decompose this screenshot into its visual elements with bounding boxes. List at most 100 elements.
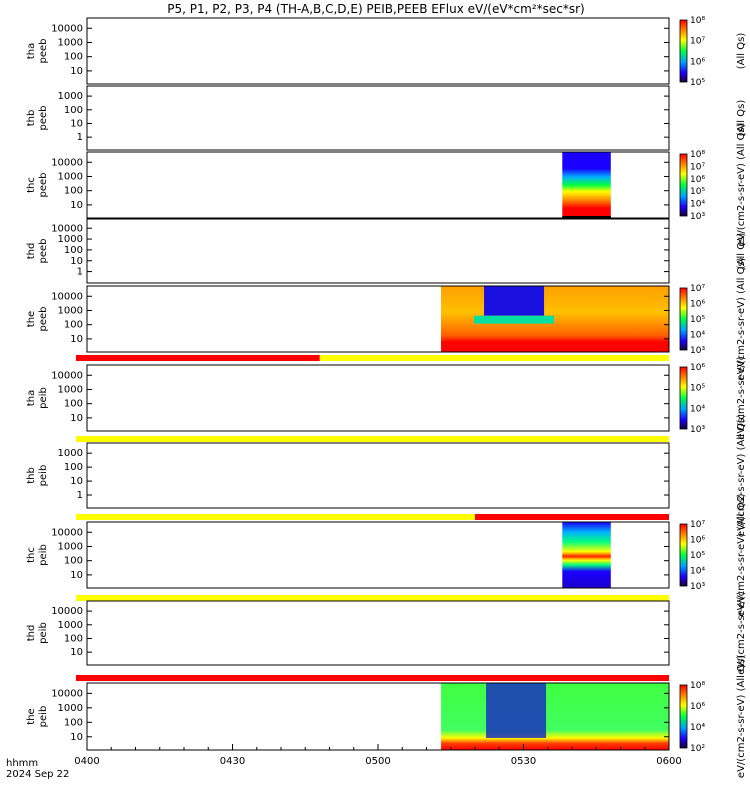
- y-tick-label: 10000: [51, 527, 83, 538]
- colorbar-tick-label: 10⁸: [690, 681, 705, 691]
- panel-thb_peeb: 1000 100 10 1 thb peeb (All Qs): [26, 85, 747, 151]
- colorbar-label: (All Qs): [736, 233, 747, 270]
- colorbar-tick-label: 10³: [690, 425, 705, 435]
- y-tick-label: 1000: [58, 37, 83, 48]
- colorbar-tick-label: 10⁶: [690, 57, 705, 67]
- instrument-label: peeb: [38, 39, 49, 64]
- gap-line: [562, 216, 611, 218]
- x-tick-label: 0430: [220, 756, 245, 767]
- y-tick-label: 10: [70, 118, 83, 129]
- time-axis-label: hhmm: [6, 758, 38, 769]
- colorbar-tick-label: 10⁴: [690, 200, 705, 210]
- y-tick-label: 10000: [51, 23, 83, 34]
- probe-label: the: [26, 708, 37, 724]
- x-tick-label: 0400: [74, 756, 99, 767]
- status-bar-segment: [76, 595, 669, 601]
- y-tick-label: 100: [64, 633, 83, 644]
- plot-frame: [86, 85, 670, 151]
- colorbar-tick-label: 10⁵: [690, 187, 705, 197]
- y-tick-label: 10: [70, 334, 83, 345]
- y-tick-label: 10000: [51, 370, 83, 381]
- panel-thc_peib: 10000 1000 100 10 thc peib 10⁷ 10⁶ 10⁵ 10⁴ 10³ eV/(…: [26, 493, 747, 616]
- y-tick-label: 10000: [51, 688, 83, 699]
- instrument-label: peeb: [38, 307, 49, 332]
- panel-the_peib: 10000 1000 100 10 the peib 10⁸ 10⁶ 10⁴ 10² eV/(cm2…: [26, 655, 747, 778]
- probe-label: thb: [26, 467, 37, 484]
- low-flux-region: [484, 286, 545, 316]
- y-tick-label: 1000: [58, 171, 83, 182]
- colorbar: [679, 287, 688, 351]
- plot-frame: [86, 218, 670, 284]
- y-tick-label: 10000: [51, 223, 83, 234]
- instrument-label: peeb: [38, 239, 49, 264]
- probe-label: thc: [26, 547, 37, 563]
- y-tick-label: 1000: [58, 448, 83, 459]
- colorbar-label: eV/(cm2-s-sr-eV) (All Qs): [736, 257, 747, 380]
- colorbar: [679, 523, 688, 587]
- y-tick-label: 1: [77, 132, 83, 143]
- y-tick-label: 1: [77, 267, 83, 278]
- x-tick-label: 0600: [656, 756, 681, 767]
- instrument-label: peib: [38, 622, 49, 644]
- status-bar-segment: [76, 675, 669, 681]
- colorbar-tick-label: 10⁵: [690, 78, 705, 88]
- colorbar-tick-label: 10⁸: [690, 150, 705, 160]
- colorbar-label: eV/(cm2-s-sr-eV) (All Qs): [736, 414, 747, 537]
- y-tick-label: 10: [70, 476, 83, 487]
- probe-label: thb: [26, 110, 37, 127]
- y-tick-label: 10000: [51, 157, 83, 168]
- instrument-label: peib: [38, 465, 49, 487]
- status-bar-segment: [76, 514, 475, 520]
- colorbar-tick-label: 10⁴: [690, 404, 705, 414]
- y-tick-label: 10: [70, 732, 83, 743]
- y-tick-label: 100: [64, 717, 83, 728]
- colorbar-label: (All Qs): [736, 33, 747, 70]
- coverage-block: [441, 683, 669, 750]
- probe-label: tha: [26, 43, 37, 59]
- instrument-label: peeb: [38, 106, 49, 131]
- colorbar-tick-label: 10⁷: [690, 284, 705, 294]
- colorbar-tick-label: 10⁶: [690, 536, 705, 546]
- instrument-label: peib: [38, 706, 49, 728]
- status-bar-segment: [319, 355, 669, 361]
- colorbar: [679, 153, 688, 217]
- y-tick-label: 100: [64, 556, 83, 567]
- y-tick-label: 100: [64, 462, 83, 473]
- status-bar-segment: [76, 436, 669, 442]
- y-tick-label: 100: [64, 186, 83, 197]
- time-axis: 0400 0430 0500 0530 0600: [74, 744, 682, 767]
- colorbar-tick-label: 10⁶: [690, 363, 705, 373]
- colorbar-tick-label: 10³: [690, 212, 705, 222]
- probe-label: thd: [26, 243, 37, 260]
- plot-frame: [86, 442, 670, 509]
- coverage-block: [562, 522, 611, 588]
- colorbar-label: (All Qs): [736, 100, 747, 137]
- y-tick-label: 10000: [51, 291, 83, 302]
- probe-label: the: [26, 311, 37, 327]
- colorbar-tick-label: 10⁵: [690, 315, 705, 325]
- colorbar-tick-label: 10⁵: [690, 551, 705, 561]
- y-tick-label: 1000: [58, 305, 83, 316]
- y-tick-label: 10: [70, 66, 83, 77]
- colorbar: [679, 684, 688, 749]
- colorbar-label: eV/(cm2-s-sr-eV) (All Qs): [736, 123, 747, 246]
- plot-frame: [86, 151, 670, 219]
- instrument-label: peib: [38, 387, 49, 409]
- colorbar-tick-label: 10⁸: [690, 16, 705, 26]
- colorbar: [679, 366, 688, 430]
- y-tick-label: 100: [64, 105, 83, 116]
- plot-frame: [86, 364, 670, 432]
- plot-frame: [86, 600, 670, 666]
- low-flux-region: [486, 683, 547, 738]
- coverage-block: [562, 152, 611, 218]
- figure-title: P5, P1, P2, P3, P4 (TH-A,B,C,D,E) PEIB,P…: [167, 2, 584, 16]
- instrument-label: peib: [38, 544, 49, 566]
- y-tick-label: 100: [64, 245, 83, 256]
- transition-band: [474, 315, 555, 324]
- y-tick-label: 100: [64, 320, 83, 331]
- plot-frame: [86, 285, 670, 353]
- colorbar-tick-label: 10⁷: [690, 162, 705, 172]
